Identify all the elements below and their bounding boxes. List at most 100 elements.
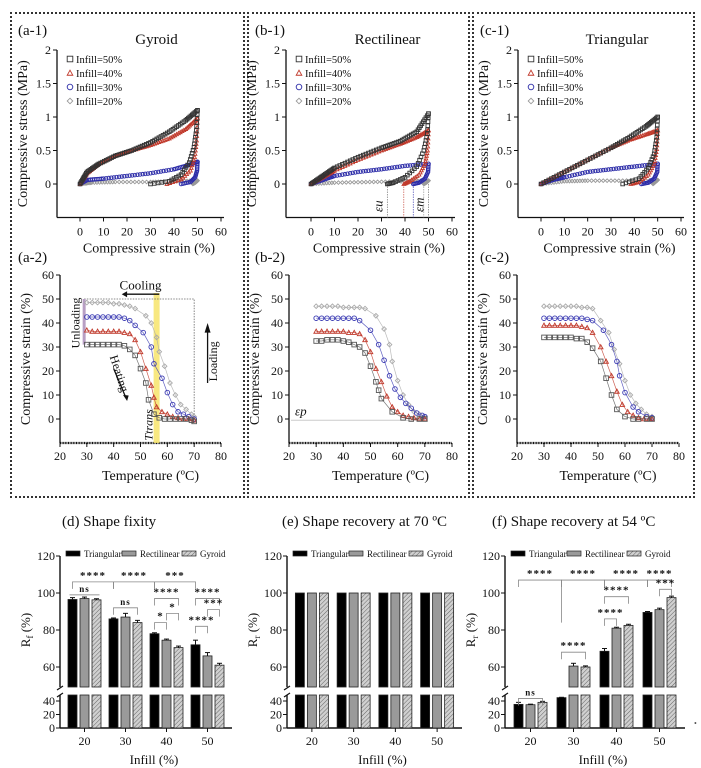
- significance-bracket: ns: [69, 584, 100, 596]
- heating-arrow: [113, 368, 127, 398]
- marker-square: [385, 181, 390, 187]
- marker-circle: [116, 174, 122, 180]
- y-tick-label: 60: [488, 660, 500, 674]
- y-tick-label: 40: [499, 316, 511, 330]
- bar-triangular-lower: [149, 694, 160, 729]
- marker-diamond: [650, 181, 656, 187]
- edge-mark: •: [694, 719, 697, 728]
- marker-square: [84, 341, 90, 348]
- marker-square: [614, 406, 620, 413]
- significance-bracket: *: [166, 601, 179, 621]
- marker-circle: [603, 167, 609, 173]
- marker-circle: [588, 169, 593, 174]
- marker-triangle: [578, 323, 585, 329]
- x-tick-label: 10: [329, 225, 341, 239]
- marker-square: [647, 162, 652, 168]
- marker-diamond: [345, 304, 352, 311]
- bar-gyroid-lower: [318, 694, 329, 729]
- axis-break-mark: [501, 692, 509, 698]
- marker-circle: [119, 174, 125, 179]
- marker-circle: [410, 181, 416, 187]
- bar-gyroid-lower: [173, 694, 184, 729]
- marker-circle: [100, 314, 106, 320]
- significance-bracket: ***: [154, 570, 196, 589]
- marker-square: [569, 165, 575, 171]
- marker-diamond: [643, 177, 649, 183]
- y-tick-label: 80: [43, 623, 55, 637]
- marker-triangle: [115, 328, 123, 334]
- axis-break-mark: [56, 692, 64, 698]
- y-tick-label: 50: [42, 292, 54, 306]
- marker-square: [174, 175, 179, 180]
- marker-triangle: [603, 358, 610, 364]
- bar-triangular-upper: [336, 592, 347, 688]
- marker-circle: [386, 373, 393, 379]
- marker-circle: [132, 172, 138, 178]
- marker-circle: [332, 173, 337, 179]
- marker-circle: [403, 400, 409, 407]
- marker-square: [193, 109, 199, 114]
- marker-square: [356, 344, 363, 350]
- marker-circle: [552, 315, 558, 321]
- marker-diamond: [578, 304, 585, 311]
- marker-triangle: [650, 163, 656, 168]
- marker-diamond: [142, 312, 149, 319]
- marker-diamond: [627, 392, 634, 398]
- marker-square: [567, 167, 572, 172]
- bar-triangular-lower: [420, 694, 431, 729]
- y-tick-label: 1.5: [497, 77, 512, 91]
- marker-square: [335, 337, 341, 343]
- marker-diamond: [359, 179, 365, 185]
- marker-circle: [634, 164, 640, 169]
- marker-circle: [387, 165, 392, 171]
- legend-label: Infill=50%: [305, 55, 351, 66]
- marker-square: [355, 154, 361, 160]
- marker-triangle: [150, 394, 157, 400]
- bar-gyroid-lower: [666, 694, 677, 729]
- marker-circle: [101, 176, 106, 181]
- marker-square: [66, 55, 74, 63]
- y-tick-label: 1: [45, 110, 51, 124]
- bar-rectilinear-lower: [79, 694, 90, 729]
- significance-label: ***: [165, 570, 185, 582]
- marker-triangle: [424, 128, 430, 134]
- legend-label: Infill=30%: [537, 83, 583, 94]
- marker-square: [347, 158, 353, 164]
- marker-diamond: [608, 178, 614, 184]
- x-tick-label: 50: [592, 449, 604, 463]
- marker-square: [573, 335, 580, 342]
- marker-square: [353, 156, 358, 161]
- marker-circle: [590, 169, 596, 174]
- marker-diamond: [88, 180, 93, 186]
- bracket-line: [561, 651, 586, 660]
- bar-triangular-lower: [642, 694, 653, 729]
- marker-square: [416, 416, 423, 422]
- marker-triangle: [175, 130, 182, 136]
- series-infill50: [84, 341, 197, 425]
- marker-square: [100, 341, 106, 348]
- marker-square: [408, 416, 415, 422]
- legend-label: Triangular: [311, 549, 349, 559]
- y-tick-label: 20: [488, 708, 500, 722]
- marker-triangle: [175, 177, 181, 183]
- marker-square: [622, 413, 628, 420]
- marker-triangle: [414, 173, 420, 178]
- marker-circle: [335, 315, 341, 321]
- marker-diamond: [632, 400, 639, 407]
- marker-square: [422, 416, 428, 422]
- y-tick-label: 60: [270, 660, 282, 674]
- bar-triangular-lower: [378, 694, 389, 729]
- marker-square: [363, 151, 369, 157]
- marker-diamond: [167, 380, 173, 386]
- y-tick-label: 0: [49, 721, 55, 735]
- marker-diamond: [172, 392, 179, 398]
- marker-diamond: [132, 179, 138, 185]
- marker-circle: [371, 167, 376, 173]
- y-axis-label: Compressive stress (MPa): [16, 60, 31, 207]
- marker-diamond: [329, 303, 336, 310]
- marker-triangle: [192, 154, 198, 160]
- marker-diamond: [584, 304, 591, 311]
- y-axis-label: Rr (%): [463, 613, 480, 647]
- loading-label: Loading: [206, 341, 220, 381]
- marker-triangle: [170, 133, 176, 139]
